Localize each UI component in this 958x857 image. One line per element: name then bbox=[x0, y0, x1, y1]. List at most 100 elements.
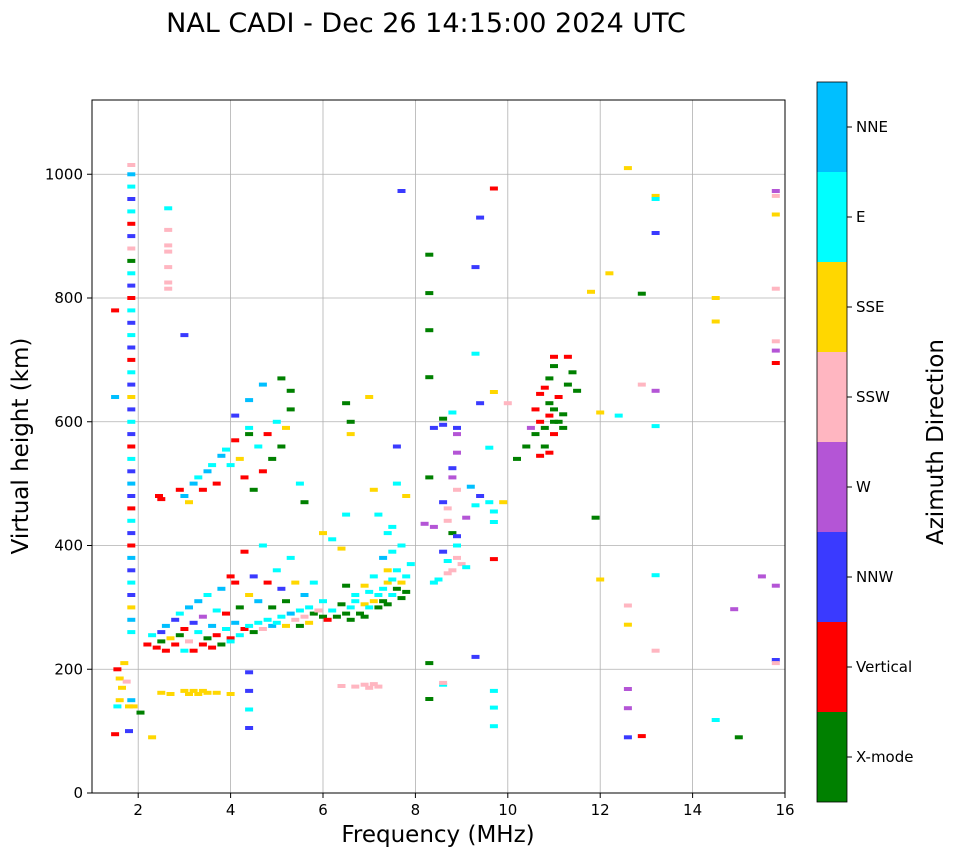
data-point bbox=[439, 680, 448, 685]
data-point bbox=[208, 623, 217, 628]
data-point bbox=[489, 688, 498, 693]
data-point bbox=[443, 518, 452, 523]
data-point bbox=[198, 614, 207, 619]
data-point bbox=[272, 568, 281, 573]
data-point bbox=[443, 506, 452, 511]
data-point bbox=[489, 724, 498, 729]
data-point bbox=[164, 280, 173, 285]
data-point bbox=[332, 614, 341, 619]
data-point bbox=[217, 642, 226, 647]
data-point bbox=[175, 633, 184, 638]
data-point bbox=[550, 364, 558, 369]
data-point bbox=[189, 688, 198, 693]
data-point bbox=[730, 607, 739, 612]
data-point bbox=[235, 605, 244, 610]
data-point bbox=[175, 487, 184, 492]
data-point bbox=[286, 611, 295, 616]
data-point bbox=[453, 555, 461, 560]
data-point bbox=[263, 580, 272, 585]
data-point bbox=[531, 432, 540, 437]
data-point bbox=[300, 500, 309, 505]
data-point bbox=[425, 697, 434, 701]
data-point bbox=[351, 593, 360, 597]
data-point bbox=[305, 605, 314, 610]
data-point bbox=[623, 735, 632, 740]
data-point bbox=[369, 487, 378, 492]
colorbar-category-label: SSE bbox=[856, 298, 885, 316]
data-point bbox=[771, 193, 780, 198]
data-point bbox=[268, 605, 277, 610]
data-point bbox=[127, 197, 136, 201]
data-point bbox=[212, 633, 221, 638]
data-point bbox=[637, 291, 646, 296]
data-point bbox=[734, 735, 743, 740]
data-point bbox=[489, 509, 498, 514]
data-point bbox=[245, 726, 254, 730]
x-tick-label: 8 bbox=[411, 801, 421, 819]
data-point bbox=[623, 687, 632, 691]
data-point bbox=[245, 688, 254, 693]
data-point bbox=[392, 586, 401, 591]
data-point bbox=[489, 186, 498, 191]
data-point bbox=[245, 707, 254, 712]
data-point bbox=[402, 574, 411, 579]
data-point bbox=[388, 524, 397, 529]
data-point bbox=[125, 729, 133, 734]
colorbar-segment bbox=[817, 82, 847, 172]
data-point bbox=[240, 475, 249, 480]
data-point bbox=[374, 684, 383, 689]
data-point bbox=[127, 407, 136, 412]
data-point bbox=[127, 605, 136, 610]
colorbar-category-label: NNW bbox=[856, 568, 893, 586]
y-tick-label: 800 bbox=[54, 289, 83, 307]
data-point bbox=[127, 357, 136, 362]
data-point bbox=[263, 617, 272, 622]
data-point bbox=[127, 395, 136, 399]
data-point bbox=[342, 611, 351, 616]
data-point bbox=[448, 410, 457, 415]
data-point bbox=[425, 328, 434, 333]
data-point bbox=[258, 543, 267, 548]
data-point bbox=[125, 704, 133, 709]
data-point bbox=[550, 432, 558, 437]
data-point bbox=[226, 463, 235, 468]
y-tick-label: 1000 bbox=[45, 165, 83, 183]
data-point bbox=[392, 444, 401, 449]
data-point bbox=[231, 580, 240, 585]
data-point bbox=[127, 698, 136, 703]
data-point bbox=[383, 580, 392, 585]
data-point bbox=[180, 688, 189, 693]
data-point bbox=[127, 333, 136, 338]
data-point bbox=[245, 670, 254, 675]
data-point bbox=[268, 623, 277, 628]
data-point bbox=[249, 574, 258, 579]
data-point bbox=[157, 630, 166, 635]
data-point bbox=[127, 630, 136, 635]
data-point bbox=[217, 453, 226, 458]
data-point bbox=[217, 586, 226, 591]
data-point bbox=[651, 424, 660, 429]
data-point bbox=[198, 487, 207, 492]
data-point bbox=[439, 416, 448, 421]
data-point bbox=[208, 463, 217, 468]
data-point bbox=[360, 682, 369, 687]
data-point bbox=[198, 642, 207, 647]
data-point bbox=[245, 398, 254, 403]
data-point bbox=[164, 265, 173, 270]
data-point bbox=[194, 475, 203, 480]
data-point bbox=[554, 395, 563, 399]
data-point bbox=[203, 690, 212, 695]
colorbar-category-label: X-mode bbox=[856, 748, 913, 766]
data-point bbox=[180, 494, 189, 498]
data-point bbox=[152, 645, 161, 650]
data-point bbox=[346, 617, 355, 622]
data-point bbox=[127, 580, 136, 585]
data-point bbox=[240, 627, 249, 631]
data-point bbox=[263, 432, 272, 437]
data-point bbox=[148, 633, 157, 638]
data-point bbox=[286, 407, 295, 412]
data-point bbox=[157, 639, 166, 644]
colorbar-label: Azimuth Direction bbox=[923, 339, 949, 545]
data-point bbox=[771, 286, 780, 291]
